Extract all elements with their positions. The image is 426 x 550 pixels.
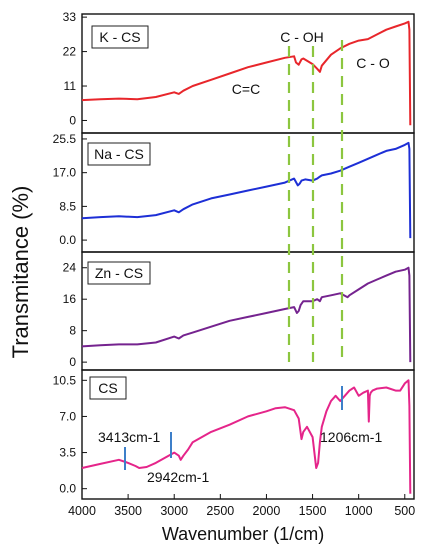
svg-text:CS: CS <box>98 380 117 396</box>
panel-label-cs: CS <box>89 376 127 400</box>
ytick-label-na-cs: 17.0 <box>53 166 77 180</box>
svg-text:K - CS: K - CS <box>99 29 140 45</box>
ytick-label-cs: 10.5 <box>53 373 77 387</box>
ytick-label-zn-cs: 0 <box>69 355 76 369</box>
annotation-cc: C=C <box>232 81 260 97</box>
spectrum-line-na-cs <box>81 141 412 239</box>
ytick-label-cs: 0.0 <box>59 482 76 496</box>
annotation-coh: C - OH <box>280 29 324 45</box>
svg-text:Zn - CS: Zn - CS <box>95 265 143 281</box>
panel-label-na: Na - CS <box>87 142 151 166</box>
xtick-label: 1500 <box>299 504 327 518</box>
panel-label-k: K - CS <box>91 25 149 49</box>
ytick-label-na-cs: 0.0 <box>59 233 76 247</box>
ytick-label-zn-cs: 16 <box>63 292 77 306</box>
spectrum-line-k-cs <box>81 20 412 126</box>
xtick-label: 3000 <box>160 504 188 518</box>
xtick-label: 4000 <box>68 504 96 518</box>
ytick-label-zn-cs: 8 <box>69 324 76 338</box>
ytick-label-k-cs: 22 <box>63 45 77 59</box>
panel-label-zn: Zn - CS <box>87 261 151 285</box>
xtick-label: 500 <box>394 504 415 518</box>
cs-markers <box>124 386 343 470</box>
xtick-label: 2500 <box>206 504 234 518</box>
xtick-label: 1000 <box>345 504 373 518</box>
y-axis-label: Transmitance (%) <box>8 186 33 359</box>
ytick-label-na-cs: 8.5 <box>59 199 76 213</box>
panel-frame-cs <box>81 369 415 500</box>
annotation-co: C - O <box>356 55 390 71</box>
ytick-label-k-cs: 11 <box>64 79 77 93</box>
xtick-label: 3500 <box>114 504 142 518</box>
xtick-label: 2000 <box>253 504 281 518</box>
spectrum-line-zn-cs <box>81 266 412 363</box>
ytick-label-zn-cs: 24 <box>63 261 77 275</box>
ytick-label-k-cs: 0 <box>69 113 76 127</box>
annotation-3413: 3413cm-1 <box>98 429 160 445</box>
spectrum-line-cs <box>81 379 412 494</box>
x-axis-label: Wavenumber (1/cm) <box>162 524 324 544</box>
ytick-label-na-cs: 25.5 <box>53 132 77 146</box>
ytick-label-k-cs: 33 <box>63 10 77 24</box>
svg-text:Na - CS: Na - CS <box>94 146 144 162</box>
ytick-label-cs: 3.5 <box>59 446 76 460</box>
annotation-2942: 2942cm-1 <box>147 469 209 485</box>
annotation-1206: 1206cm-1 <box>320 429 382 445</box>
ytick-label-cs: 7.0 <box>59 409 76 423</box>
